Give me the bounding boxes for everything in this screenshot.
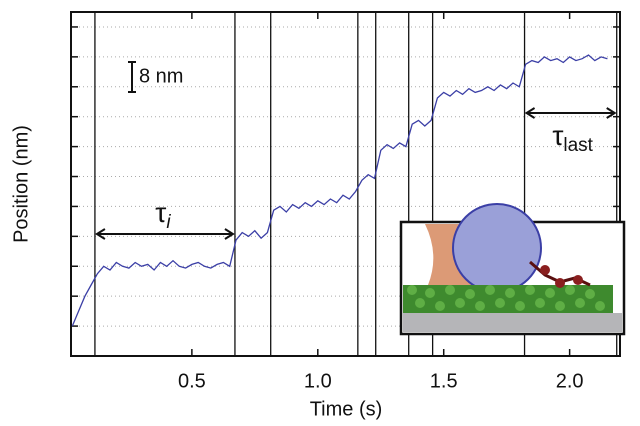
x-tick-label: 1.0 xyxy=(304,370,332,392)
y-axis-label: Position (nm) xyxy=(10,125,32,243)
x-tick-label: 0.5 xyxy=(178,370,206,392)
duration-label: τlast xyxy=(552,120,593,156)
trace-line xyxy=(71,54,608,327)
duration-symbol: τ xyxy=(155,197,166,228)
x-tick-label: 1.5 xyxy=(430,370,458,392)
scale-bar xyxy=(128,61,136,93)
duration-arrow xyxy=(95,228,235,240)
scale-bar-label: 8 nm xyxy=(139,65,183,87)
duration-label: τi xyxy=(155,197,171,233)
duration-subscript: i xyxy=(166,212,171,233)
duration-arrow xyxy=(524,107,617,119)
x-tick-label: 2.0 xyxy=(556,370,584,392)
plot-frame xyxy=(70,11,621,357)
duration-subscript: last xyxy=(563,135,593,156)
duration-symbol: τ xyxy=(552,120,563,151)
x-axis-label: Time (s) xyxy=(310,398,383,420)
inset-illustration xyxy=(399,203,626,336)
